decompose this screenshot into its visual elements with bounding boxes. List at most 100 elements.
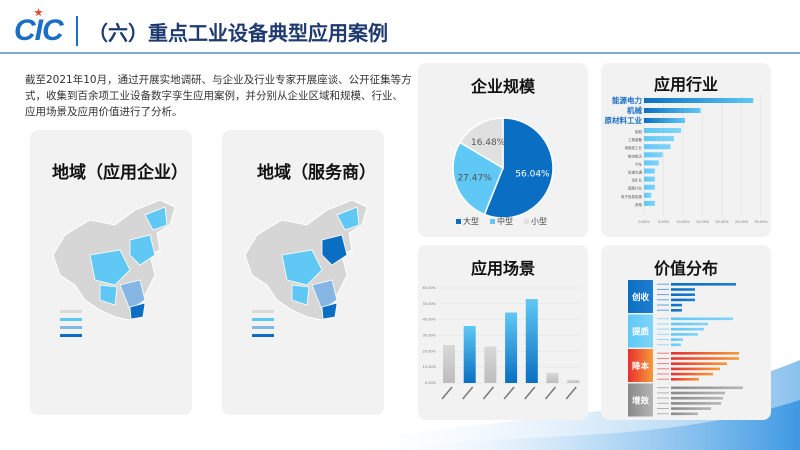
- legend-swatch: [456, 219, 461, 224]
- legend-label: 中型: [497, 216, 513, 226]
- bar: [484, 346, 497, 383]
- bar: [567, 379, 580, 383]
- category-label: 能源电力: [612, 95, 642, 105]
- tick-label: 15.00%: [696, 220, 710, 224]
- bar: [671, 333, 698, 336]
- category-label: 降本: [632, 361, 650, 372]
- bar: [671, 367, 720, 371]
- category-label-mark: [482, 386, 494, 400]
- map-region: [311, 279, 338, 311]
- map-region: [129, 234, 156, 266]
- legend-swatch: [490, 219, 495, 224]
- bar: [671, 303, 682, 307]
- legend-swatch: [252, 318, 274, 321]
- tick-label: 10.00%: [676, 220, 690, 224]
- category-label: 工程装备: [628, 137, 642, 142]
- tick-label: 30.00%: [423, 334, 437, 338]
- category-block: [628, 280, 653, 313]
- cic-logo: CIC: [14, 14, 64, 47]
- category-label: 采矿业: [632, 178, 643, 183]
- tick-label: 60.00%: [423, 286, 437, 290]
- bar: [644, 160, 659, 166]
- legend-swatch: [252, 334, 274, 337]
- scenario-bar-chart: 0.00% 10.00% 20.00% 30.00% 40.00% 50.00% 60.00…: [423, 286, 581, 400]
- bar: [505, 312, 518, 383]
- map-region: [321, 302, 338, 320]
- bar: [671, 327, 704, 331]
- map-region: [119, 279, 146, 311]
- bar: [671, 338, 683, 341]
- tick-label: 20.00%: [715, 220, 729, 224]
- header-rule: [0, 52, 800, 54]
- map-region: [291, 284, 310, 306]
- pie-slice-2: [458, 117, 504, 170]
- intro-text: 截至2021年10月，通过开展实地调研、与企业及行业专家开展座谈、公开征集等方式…: [25, 74, 412, 118]
- bar: [671, 362, 727, 365]
- bar: [644, 152, 663, 158]
- bar: [644, 184, 655, 190]
- divider: [76, 16, 78, 46]
- bar: [671, 386, 743, 390]
- bar: [671, 288, 695, 291]
- pie-slice-1: [452, 141, 504, 216]
- map-region: [336, 206, 360, 231]
- tick-label: 10.00%: [423, 365, 437, 369]
- bar: [525, 299, 538, 383]
- pie-label: 27.47%: [457, 174, 492, 184]
- bar: [546, 372, 559, 383]
- bar: [671, 343, 681, 347]
- pie-slice-0: [483, 117, 554, 219]
- legend-swatch: [524, 219, 529, 224]
- legend-swatch: [60, 318, 82, 321]
- card-value: 价值分布 创收 提质 降本 增效: [601, 245, 771, 420]
- bar: [644, 118, 685, 123]
- map-title: 地域（应用企业）: [52, 163, 188, 183]
- bar: [644, 128, 682, 133]
- bar: [671, 372, 713, 376]
- legend-swatch: [60, 326, 82, 329]
- industry-bar-chart: 0.00% 5.00% 10.00% 15.00% 20.00% 25.00% 30.00%…: [605, 95, 768, 224]
- category-label: 电子信息制造: [621, 194, 642, 199]
- china-map: [52, 199, 176, 337]
- bar: [671, 293, 695, 296]
- bar: [671, 412, 698, 416]
- bar: [463, 326, 476, 383]
- category-label: 增效: [632, 396, 650, 407]
- category-label-mark: [503, 386, 515, 400]
- map-region: [99, 284, 118, 306]
- bar: [671, 407, 711, 410]
- category-label: 创收: [631, 292, 650, 303]
- legend-swatch: [252, 326, 274, 329]
- pie-chart: 56.04% 27.47% 16.48% 大型 中型 小型: [452, 117, 554, 226]
- tick-label: 20.00%: [423, 349, 437, 353]
- bar: [671, 322, 708, 326]
- chart-title: 应用场景: [470, 259, 535, 278]
- page-title: （六）重点工业设备典型应用案例: [88, 21, 388, 45]
- pie-label: 56.04%: [515, 170, 550, 180]
- category-label-mark: [565, 386, 577, 400]
- bar: [671, 298, 695, 302]
- legend-swatch: [60, 310, 82, 313]
- category-label-mark: [462, 386, 474, 400]
- category-label: 消费品工业: [625, 145, 643, 150]
- category-block: [628, 314, 653, 348]
- map-card-enterprise: 地域（应用企业）: [30, 130, 192, 415]
- legend-label: 小型: [531, 217, 547, 226]
- bar: [671, 357, 739, 360]
- chart-title: 企业规模: [470, 77, 535, 96]
- map-region: [281, 249, 323, 286]
- bar: [671, 402, 721, 405]
- bar: [644, 136, 675, 142]
- chart-title: 价值分布: [653, 259, 718, 278]
- tick-label: 40.00%: [423, 318, 437, 322]
- category-label: 航空航天: [628, 153, 642, 158]
- bar: [644, 200, 655, 206]
- bar: [671, 378, 699, 381]
- bar: [644, 192, 652, 198]
- category-label: 烟草行业: [628, 186, 642, 191]
- bar: [671, 396, 723, 400]
- china-map: [244, 199, 368, 337]
- map-region: [89, 249, 131, 286]
- category-block: [628, 349, 653, 382]
